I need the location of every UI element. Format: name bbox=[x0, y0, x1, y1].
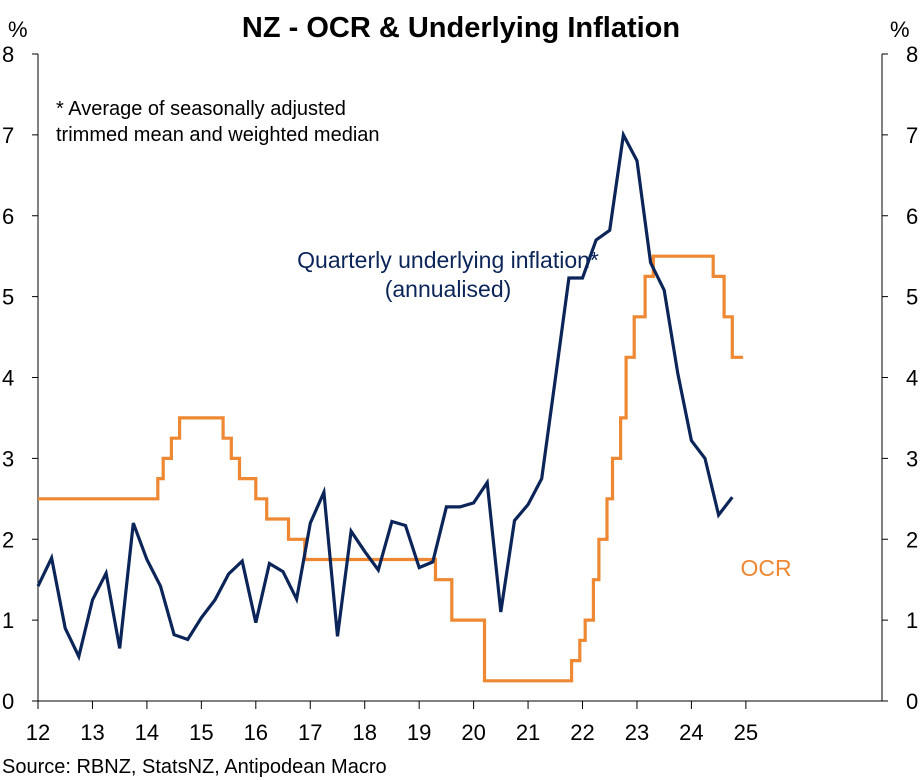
y-tick-label-left: 2 bbox=[2, 527, 14, 552]
series-label-underlying-inflation: (annualised) bbox=[385, 276, 512, 302]
chart-title: NZ - OCR & Underlying Inflation bbox=[242, 12, 680, 44]
series-line-underlying-inflation bbox=[36, 129, 734, 662]
y-axis-label-right: % bbox=[890, 17, 910, 42]
y-axis-label-left: % bbox=[8, 17, 28, 42]
series-line-ocr bbox=[38, 254, 744, 683]
x-tick-label: 21 bbox=[516, 720, 540, 745]
y-tick-label-right: 2 bbox=[906, 527, 918, 552]
x-tick-label: 12 bbox=[26, 720, 50, 745]
y-tick-label-left: 3 bbox=[2, 446, 14, 471]
x-tick-label: 20 bbox=[461, 720, 485, 745]
series-label-underlying-inflation: Quarterly underlying inflation* bbox=[297, 247, 599, 273]
x-tick-label: 13 bbox=[80, 720, 104, 745]
x-tick-label: 24 bbox=[679, 720, 703, 745]
y-tick-label-left: 5 bbox=[2, 285, 14, 310]
x-tick-label: 15 bbox=[189, 720, 213, 745]
y-tick-label-right: 0 bbox=[906, 689, 918, 714]
y-tick-label-left: 8 bbox=[2, 42, 14, 67]
x-tick-label: 22 bbox=[570, 720, 594, 745]
y-tick-label-right: 1 bbox=[906, 608, 918, 633]
x-tick-label: 16 bbox=[244, 720, 268, 745]
y-tick-label-left: 0 bbox=[2, 689, 14, 714]
y-tick-label-right: 8 bbox=[906, 42, 918, 67]
y-tick-label-right: 6 bbox=[906, 204, 918, 229]
y-tick-label-right: 3 bbox=[906, 446, 918, 471]
x-tick-label: 14 bbox=[135, 720, 159, 745]
y-tick-label-left: 6 bbox=[2, 204, 14, 229]
y-tick-label-left: 1 bbox=[2, 608, 14, 633]
x-tick-label: 17 bbox=[298, 720, 322, 745]
footnote-line-1: * Average of seasonally adjusted bbox=[56, 98, 346, 120]
y-tick-label-left: 7 bbox=[2, 123, 14, 148]
y-tick-label-right: 5 bbox=[906, 285, 918, 310]
x-tick-label: 19 bbox=[407, 720, 431, 745]
y-tick-label-right: 7 bbox=[906, 123, 918, 148]
y-tick-label-left: 4 bbox=[2, 366, 14, 391]
series-label-ocr: OCR bbox=[740, 555, 791, 581]
footnote-line-2: trimmed mean and weighted median bbox=[56, 124, 380, 146]
x-tick-label: 18 bbox=[352, 720, 376, 745]
y-tick-label-right: 4 bbox=[906, 366, 918, 391]
x-tick-label: 25 bbox=[734, 720, 758, 745]
x-tick-label: 23 bbox=[625, 720, 649, 745]
source-note: Source: RBNZ, StatsNZ, Antipodean Macro bbox=[2, 756, 387, 778]
